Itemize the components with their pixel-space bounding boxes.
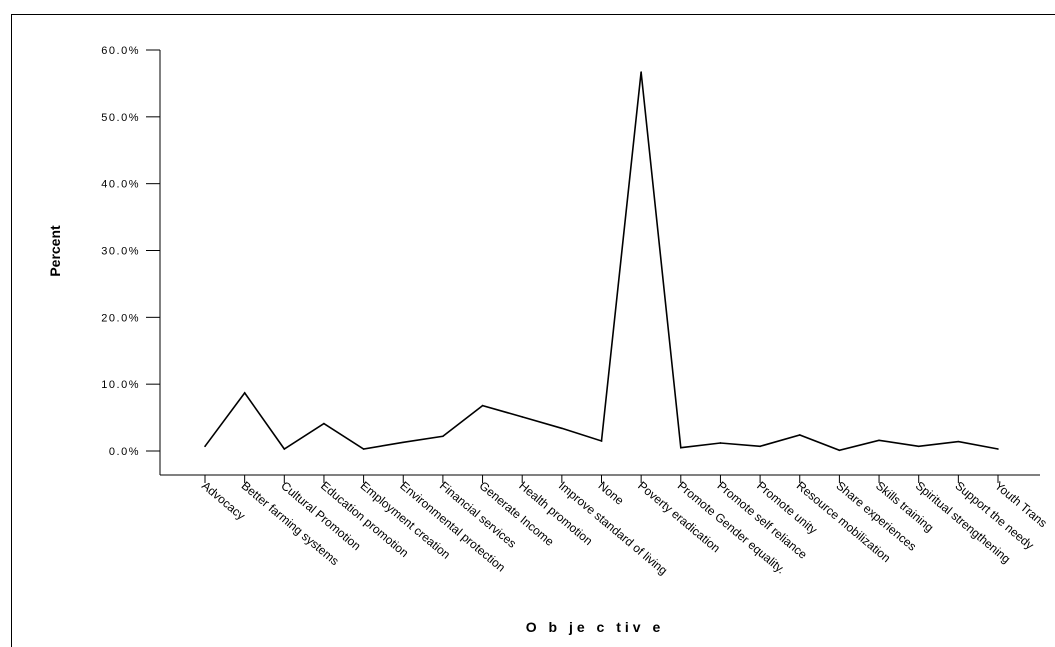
chart-frame [11,14,1055,647]
data-point [917,445,920,448]
data-point [957,440,960,443]
data-point [759,445,761,448]
data-point [600,440,603,442]
data-point [838,449,841,452]
data-point [481,404,484,407]
data-point [442,435,444,438]
x-tick-label: None [596,479,627,508]
x-axis-title: O b je c tiv e [526,619,664,635]
y-tick-label: 50.0% [101,112,140,124]
data-point [719,442,722,444]
data-point [878,439,880,442]
series-line [204,72,999,452]
y-tick-label: 0.0% [109,446,140,458]
data-point [204,445,206,448]
data-point [362,448,365,450]
x-tick-label: Advocacy [199,479,248,523]
data-point [680,446,682,449]
series-line-group [204,71,999,452]
data-point [997,448,999,450]
data-point [521,416,523,418]
y-tick-label: 20.0% [101,312,140,324]
data-point [561,427,563,430]
data-point [323,422,325,425]
y-tick-label: 60.0% [101,45,140,57]
y-axis: 0.0% 10.0% 20.0% 30.0% 40.0% 50.0% 60.0% [101,45,161,475]
y-tick-label: 40.0% [101,179,140,191]
data-point [243,392,246,394]
data-point [798,434,801,436]
y-axis-title: Percent [47,225,63,277]
y-tick-label: 30.0% [101,246,140,258]
data-point [283,448,286,450]
data-point [402,441,405,444]
data-point [640,71,642,73]
y-tick-label: 10.0% [101,379,140,391]
